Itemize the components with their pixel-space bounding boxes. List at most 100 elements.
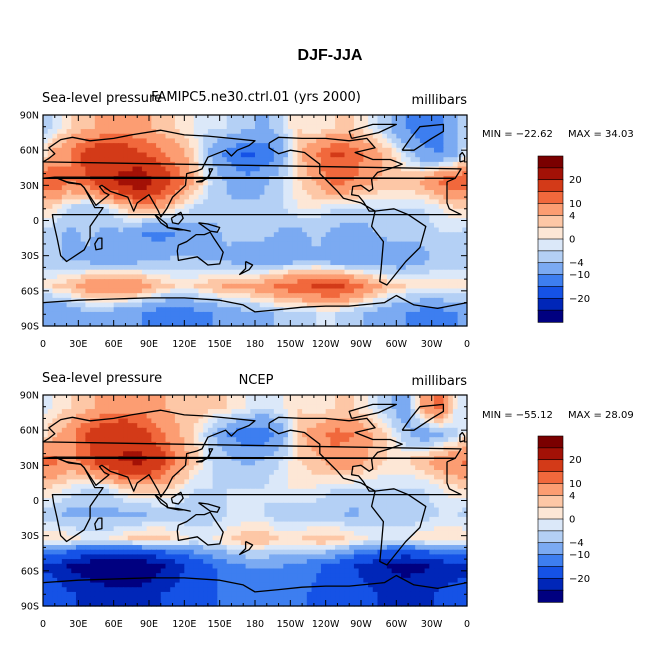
field-cell xyxy=(236,409,241,414)
field-cell xyxy=(264,120,269,125)
field-cell xyxy=(354,260,359,265)
field-cell xyxy=(288,260,293,265)
field-cell xyxy=(279,414,284,419)
field-cell xyxy=(142,418,147,423)
field-cell xyxy=(213,251,218,256)
field-cell xyxy=(260,218,265,223)
field-cell xyxy=(137,307,142,312)
field-cell xyxy=(170,270,175,275)
field-cell xyxy=(118,181,123,186)
field-cell xyxy=(392,307,397,312)
field-cell xyxy=(340,274,345,279)
field-cell xyxy=(142,423,147,428)
field-cell xyxy=(57,223,62,228)
field-cell xyxy=(227,124,232,129)
field-cell xyxy=(255,317,260,322)
field-cell xyxy=(368,317,373,322)
field-cell xyxy=(373,274,378,279)
field-cell xyxy=(279,242,284,247)
field-cell xyxy=(321,232,326,237)
field-cell xyxy=(354,232,359,237)
field-cell xyxy=(246,129,251,134)
field-cell xyxy=(194,228,199,233)
field-cell xyxy=(250,223,255,228)
field-cell xyxy=(114,293,119,298)
field-cell xyxy=(458,404,463,409)
field-cell xyxy=(231,242,236,247)
field-cell xyxy=(335,409,340,414)
field-cell xyxy=(443,153,448,158)
field-cell xyxy=(180,265,185,270)
field-cell xyxy=(307,288,312,293)
field-cell xyxy=(133,185,138,190)
field-cell xyxy=(326,256,331,261)
field-cell xyxy=(396,303,401,308)
field-cell xyxy=(137,400,142,405)
field-cell xyxy=(81,153,86,158)
field-cell xyxy=(453,298,458,303)
field-cell xyxy=(147,223,152,228)
field-cell xyxy=(151,115,156,120)
field-cell xyxy=(231,167,236,172)
field-cell xyxy=(95,115,100,120)
field-cell xyxy=(57,120,62,125)
field-cell xyxy=(443,124,448,129)
field-cell xyxy=(114,195,119,200)
field-cell xyxy=(71,288,76,293)
field-cell xyxy=(90,148,95,153)
field-cell xyxy=(443,293,448,298)
field-cell xyxy=(340,307,345,312)
field-cell xyxy=(227,218,232,223)
field-cell xyxy=(401,312,406,317)
field-cell xyxy=(198,433,203,438)
field-cell xyxy=(165,284,170,289)
field-cell xyxy=(48,404,53,409)
field-cell xyxy=(184,167,189,172)
field-cell xyxy=(382,260,387,265)
field-cell xyxy=(170,242,175,247)
field-cell xyxy=(321,293,326,298)
panel-top-units: millibars xyxy=(412,93,468,108)
field-cell xyxy=(392,251,397,256)
field-cell xyxy=(420,395,425,400)
field-cell xyxy=(81,260,86,265)
field-cell xyxy=(349,223,354,228)
field-cell xyxy=(217,270,222,275)
field-cell xyxy=(340,303,345,308)
field-cell xyxy=(52,256,57,261)
field-cell xyxy=(392,129,397,134)
field-cell xyxy=(274,242,279,247)
field-cell xyxy=(439,199,444,204)
field-cell xyxy=(274,181,279,186)
field-cell xyxy=(260,204,265,209)
field-cell xyxy=(377,199,382,204)
field-cell xyxy=(67,400,72,405)
field-cell xyxy=(180,279,185,284)
field-cell xyxy=(340,265,345,270)
field-cell xyxy=(90,232,95,237)
field-cell xyxy=(236,256,241,261)
field-cell xyxy=(71,204,76,209)
field-cell xyxy=(213,284,218,289)
field-cell xyxy=(359,251,364,256)
field-cell xyxy=(453,124,458,129)
field-cell xyxy=(420,260,425,265)
field-cell xyxy=(175,185,180,190)
field-cell xyxy=(231,270,236,275)
field-cell xyxy=(118,199,123,204)
field-cell xyxy=(410,124,415,129)
field-cell xyxy=(203,246,208,251)
field-cell xyxy=(217,124,222,129)
field-cell xyxy=(236,404,241,409)
field-cell xyxy=(330,404,335,409)
field-cell xyxy=(198,157,203,162)
field-cell xyxy=(62,317,67,322)
field-cell xyxy=(128,115,133,120)
field-cell xyxy=(307,138,312,143)
field-cell xyxy=(425,181,430,186)
field-cell xyxy=(264,409,269,414)
field-cell xyxy=(363,242,368,247)
field-cell xyxy=(213,404,218,409)
field-cell xyxy=(43,143,48,148)
field-cell xyxy=(170,260,175,265)
